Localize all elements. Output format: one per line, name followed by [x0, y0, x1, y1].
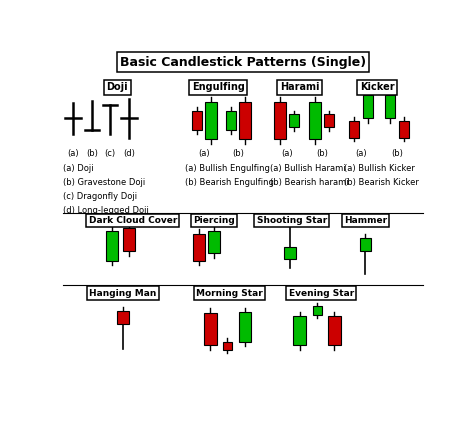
Text: Basic Candlestick Patterns (Single): Basic Candlestick Patterns (Single): [120, 55, 366, 69]
Bar: [290, 114, 299, 128]
Bar: [309, 102, 321, 139]
Text: (a) Bullish Engulfing: (a) Bullish Engulfing: [185, 165, 270, 173]
Bar: [123, 228, 135, 251]
Bar: [192, 234, 205, 260]
Text: Evening Star: Evening Star: [289, 289, 354, 297]
Text: (d): (d): [123, 149, 135, 158]
Text: Hammer: Hammer: [344, 216, 387, 225]
Text: (a) Bullish Kicker: (a) Bullish Kicker: [344, 165, 415, 173]
Text: (a) Doji: (a) Doji: [63, 165, 94, 173]
Text: (b) Gravestone Doji: (b) Gravestone Doji: [63, 178, 146, 187]
Bar: [226, 110, 237, 130]
Text: Doji: Doji: [107, 82, 128, 92]
Text: (b) Bearish harami: (b) Bearish harami: [270, 178, 349, 187]
Bar: [208, 231, 220, 253]
Text: Engulfing: Engulfing: [191, 82, 245, 92]
Bar: [293, 316, 306, 345]
Bar: [284, 247, 296, 259]
Text: (b) Bearish Kicker: (b) Bearish Kicker: [344, 178, 419, 187]
Text: (a): (a): [67, 149, 79, 158]
Text: (a): (a): [281, 149, 293, 158]
Text: (a) Bullish Harami: (a) Bullish Harami: [270, 165, 346, 173]
Text: (c) Dragonfly Doji: (c) Dragonfly Doji: [63, 192, 137, 201]
Text: (a): (a): [355, 149, 366, 158]
Text: (a): (a): [198, 149, 210, 158]
Text: (d) Long-legged Doji: (d) Long-legged Doji: [63, 206, 149, 215]
Text: Dark Cloud Cover: Dark Cloud Cover: [89, 216, 177, 225]
Text: Kicker: Kicker: [360, 82, 394, 92]
Bar: [204, 313, 217, 345]
Bar: [117, 311, 129, 324]
Bar: [239, 312, 251, 341]
Bar: [385, 95, 395, 118]
Text: Piercing: Piercing: [193, 216, 235, 225]
Bar: [205, 102, 218, 139]
Text: Morning Star: Morning Star: [196, 289, 263, 297]
Text: Hanging Man: Hanging Man: [89, 289, 156, 297]
Text: Shooting Star: Shooting Star: [256, 216, 327, 225]
Text: (b): (b): [316, 149, 328, 158]
Bar: [274, 102, 286, 139]
Text: Harami: Harami: [280, 82, 319, 92]
Bar: [349, 121, 359, 137]
Bar: [106, 231, 118, 260]
Text: (b): (b): [232, 149, 244, 158]
Bar: [399, 121, 409, 137]
Bar: [324, 114, 334, 128]
Bar: [192, 110, 202, 130]
Bar: [360, 238, 371, 251]
Text: (c): (c): [104, 149, 115, 158]
Text: (b): (b): [391, 149, 403, 158]
Bar: [223, 341, 232, 350]
Bar: [328, 316, 341, 345]
Bar: [313, 306, 321, 315]
Text: (b) Bearish Engulfing: (b) Bearish Engulfing: [185, 178, 273, 187]
Bar: [239, 102, 251, 139]
Text: (b): (b): [86, 149, 98, 158]
Bar: [363, 95, 373, 118]
